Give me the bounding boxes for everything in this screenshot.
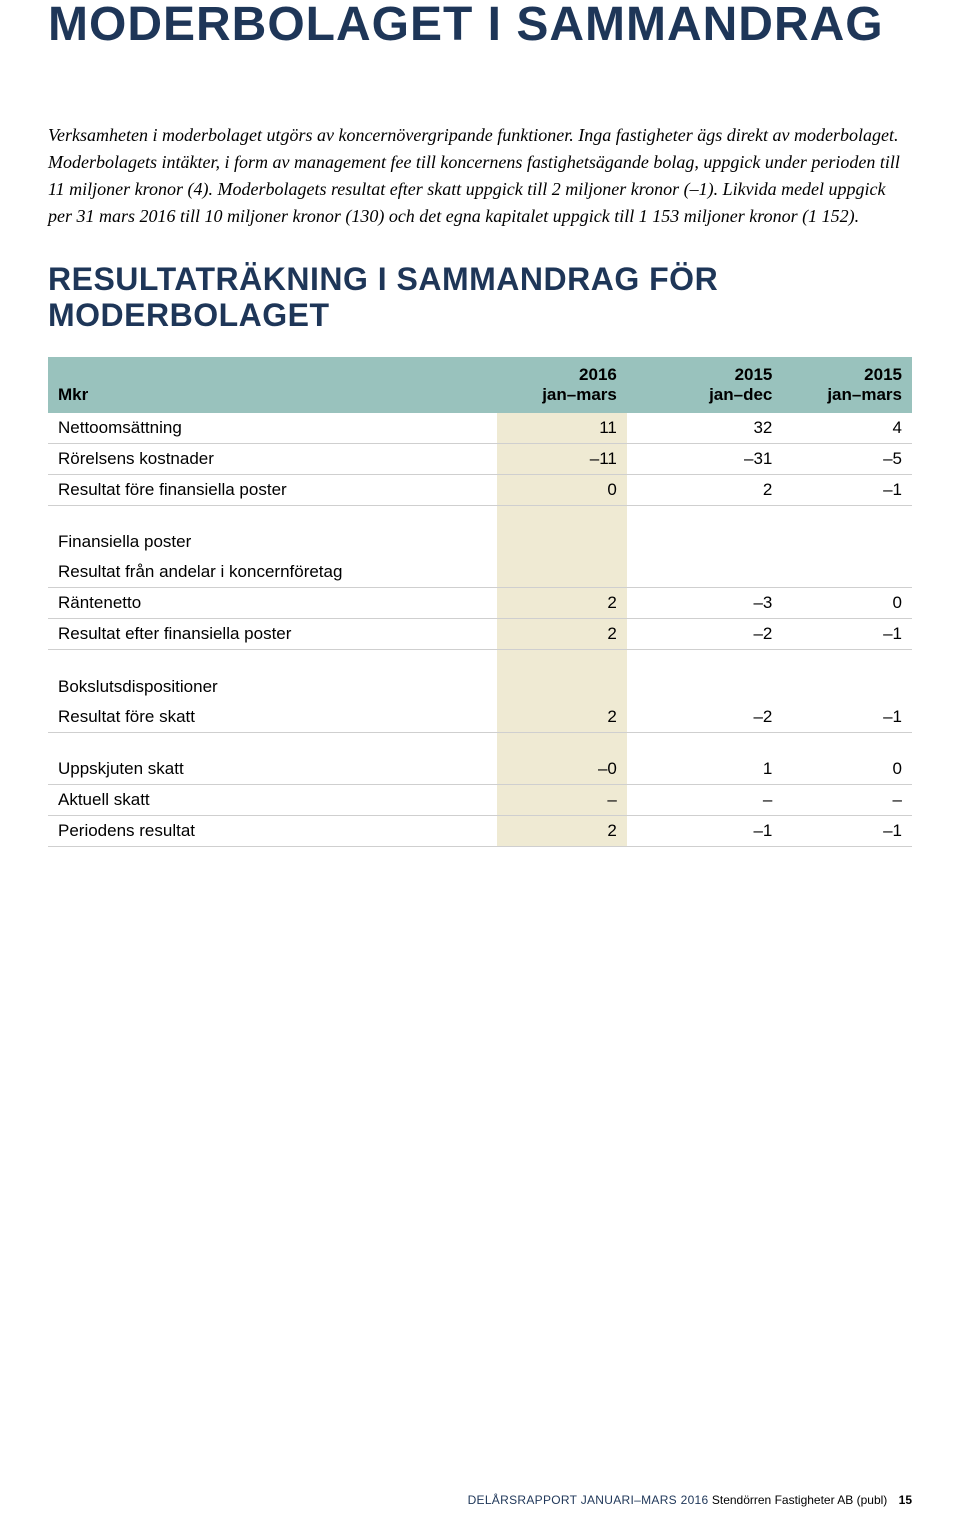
header-col-3: 2015 jan–mars [782,357,912,413]
row-value: 2 [497,702,627,733]
row-value: –1 [782,474,912,505]
row-value: 11 [497,413,627,444]
table-row: Aktuell skatt – – – [48,785,912,816]
income-statement-table: Mkr 2016 jan–mars 2015 jan–dec 2015 jan–… [48,357,912,848]
row-value [782,557,912,588]
table-header-row: Mkr 2016 jan–mars 2015 jan–dec 2015 jan–… [48,357,912,413]
row-label: Räntenetto [48,588,497,619]
spacer-row [48,650,912,672]
row-value: –1 [782,702,912,733]
row-value: – [627,785,783,816]
row-value: 32 [627,413,783,444]
row-value: 1 [627,754,783,785]
spacer-row [48,732,912,754]
table-row: Uppskjuten skatt –0 1 0 [48,754,912,785]
row-value: –1 [782,619,912,650]
row-value [497,672,627,702]
header-col-1-year: 2016 [507,365,617,385]
row-value: 2 [627,474,783,505]
header-col-2-year: 2015 [637,365,773,385]
row-value: 0 [497,474,627,505]
row-label: Nettoomsättning [48,413,497,444]
row-value [782,527,912,557]
row-value: 2 [497,619,627,650]
row-label: Periodens resultat [48,816,497,847]
row-value [782,672,912,702]
table-row: Bokslutsdispositioner [48,672,912,702]
row-value: –2 [627,702,783,733]
row-value: –0 [497,754,627,785]
row-value: –5 [782,443,912,474]
row-value: –11 [497,443,627,474]
row-value: 2 [497,816,627,847]
header-col-1-period: jan–mars [507,385,617,405]
row-value [627,557,783,588]
intro-paragraph: Verksamheten i moderbolaget utgörs av ko… [48,122,908,230]
row-value: – [782,785,912,816]
row-value: 0 [782,754,912,785]
row-value [497,527,627,557]
footer-page-number: 15 [899,1493,912,1507]
section-title: RESULTATRÄKNING I SAMMANDRAG FÖR MODERBO… [48,262,912,332]
row-label: Resultat efter finansiella poster [48,619,497,650]
row-value [627,672,783,702]
table-row: Resultat efter finansiella poster 2 –2 –… [48,619,912,650]
table-row: Rörelsens kostnader –11 –31 –5 [48,443,912,474]
row-label: Rörelsens kostnader [48,443,497,474]
row-value: –31 [627,443,783,474]
row-value: 0 [782,588,912,619]
header-col-2: 2015 jan–dec [627,357,783,413]
header-mkr: Mkr [48,357,497,413]
row-value: 2 [497,588,627,619]
table-row: Räntenetto 2 –3 0 [48,588,912,619]
row-label: Finansiella poster [48,527,497,557]
footer-report-title: DELÅRSRAPPORT JANUARI–MARS 2016 [468,1493,709,1507]
row-value: –2 [627,619,783,650]
row-value [627,527,783,557]
table-row: Nettoomsättning 11 32 4 [48,413,912,444]
header-col-3-year: 2015 [792,365,902,385]
row-value: –1 [782,816,912,847]
table-row: Finansiella poster [48,527,912,557]
row-value: –1 [627,816,783,847]
table-row: Resultat före finansiella poster 0 2 –1 [48,474,912,505]
page-title: MODERBOLAGET I SAMMANDRAG [48,0,912,50]
spacer-row [48,505,912,527]
table-row: Resultat från andelar i koncernföretag [48,557,912,588]
row-value [497,557,627,588]
row-value: – [497,785,627,816]
header-col-2-period: jan–dec [637,385,773,405]
page-footer: DELÅRSRAPPORT JANUARI–MARS 2016 Stendörr… [468,1493,912,1507]
header-col-3-period: jan–mars [792,385,902,405]
row-value: –3 [627,588,783,619]
table-row: Resultat före skatt 2 –2 –1 [48,702,912,733]
row-label: Bokslutsdispositioner [48,672,497,702]
row-label: Uppskjuten skatt [48,754,497,785]
row-label: Resultat före finansiella poster [48,474,497,505]
header-col-1: 2016 jan–mars [497,357,627,413]
footer-company: Stendörren Fastigheter AB (publ) [712,1493,887,1507]
row-label: Resultat före skatt [48,702,497,733]
row-value: 4 [782,413,912,444]
row-label: Resultat från andelar i koncernföretag [48,557,497,588]
row-label: Aktuell skatt [48,785,497,816]
table-row: Periodens resultat 2 –1 –1 [48,816,912,847]
